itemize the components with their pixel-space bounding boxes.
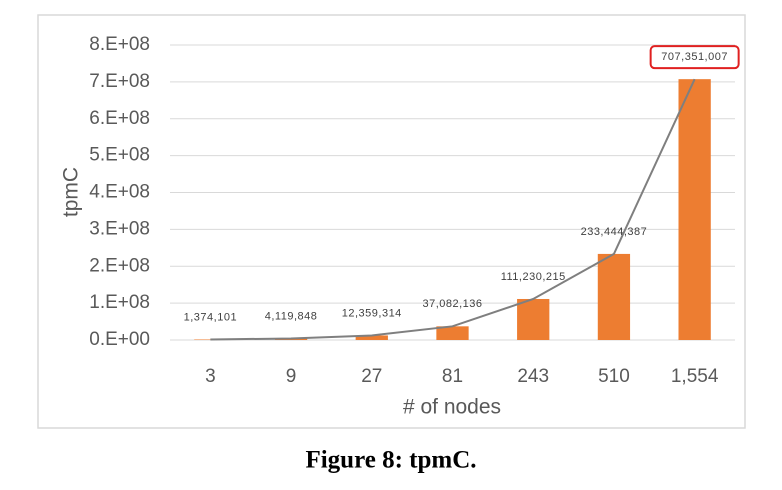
- value-label: 707,351,007: [661, 51, 728, 63]
- x-tick-label: 9: [286, 366, 297, 387]
- bar: [355, 335, 388, 340]
- chart-frame: [37, 14, 746, 429]
- bar: [678, 79, 711, 341]
- value-label: 37,082,136: [422, 298, 482, 310]
- x-axis-label: # of nodes: [403, 396, 501, 419]
- highlight-box: [649, 45, 740, 70]
- x-tick-label: 510: [598, 366, 630, 387]
- y-axis-label: tpmC: [60, 167, 83, 217]
- y-tick-label: 0.E+00: [89, 329, 150, 350]
- caption: Figure 8: tpmC.: [305, 447, 476, 474]
- y-tick-label: 7.E+08: [89, 71, 150, 92]
- x-tick-label: 243: [517, 366, 549, 387]
- value-label: 4,119,848: [265, 310, 318, 322]
- bar: [436, 326, 469, 340]
- x-tick-label: 27: [361, 366, 382, 387]
- y-tick-label: 4.E+08: [89, 182, 150, 203]
- value-label: 233,444,387: [581, 226, 648, 238]
- value-label: 1,374,101: [184, 311, 237, 323]
- y-tick-label: 8.E+08: [89, 34, 150, 55]
- bar: [597, 253, 631, 340]
- y-tick-label: 6.E+08: [89, 108, 150, 129]
- x-tick-label: 1,554: [671, 366, 719, 387]
- bar: [517, 298, 550, 340]
- y-tick-label: 1.E+08: [89, 292, 150, 313]
- y-tick-label: 3.E+08: [89, 218, 150, 239]
- y-tick-label: 2.E+08: [89, 255, 150, 276]
- value-label: 111,230,215: [501, 271, 566, 283]
- y-tick-label: 5.E+08: [89, 145, 150, 166]
- bar: [194, 339, 227, 340]
- x-tick-label: 3: [205, 366, 216, 387]
- trend-line: [210, 78, 696, 341]
- x-tick-label: 81: [442, 366, 463, 387]
- value-label: 12,359,314: [342, 307, 402, 319]
